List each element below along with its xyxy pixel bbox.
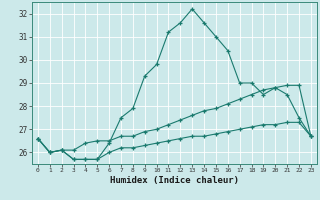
X-axis label: Humidex (Indice chaleur): Humidex (Indice chaleur) (110, 176, 239, 185)
